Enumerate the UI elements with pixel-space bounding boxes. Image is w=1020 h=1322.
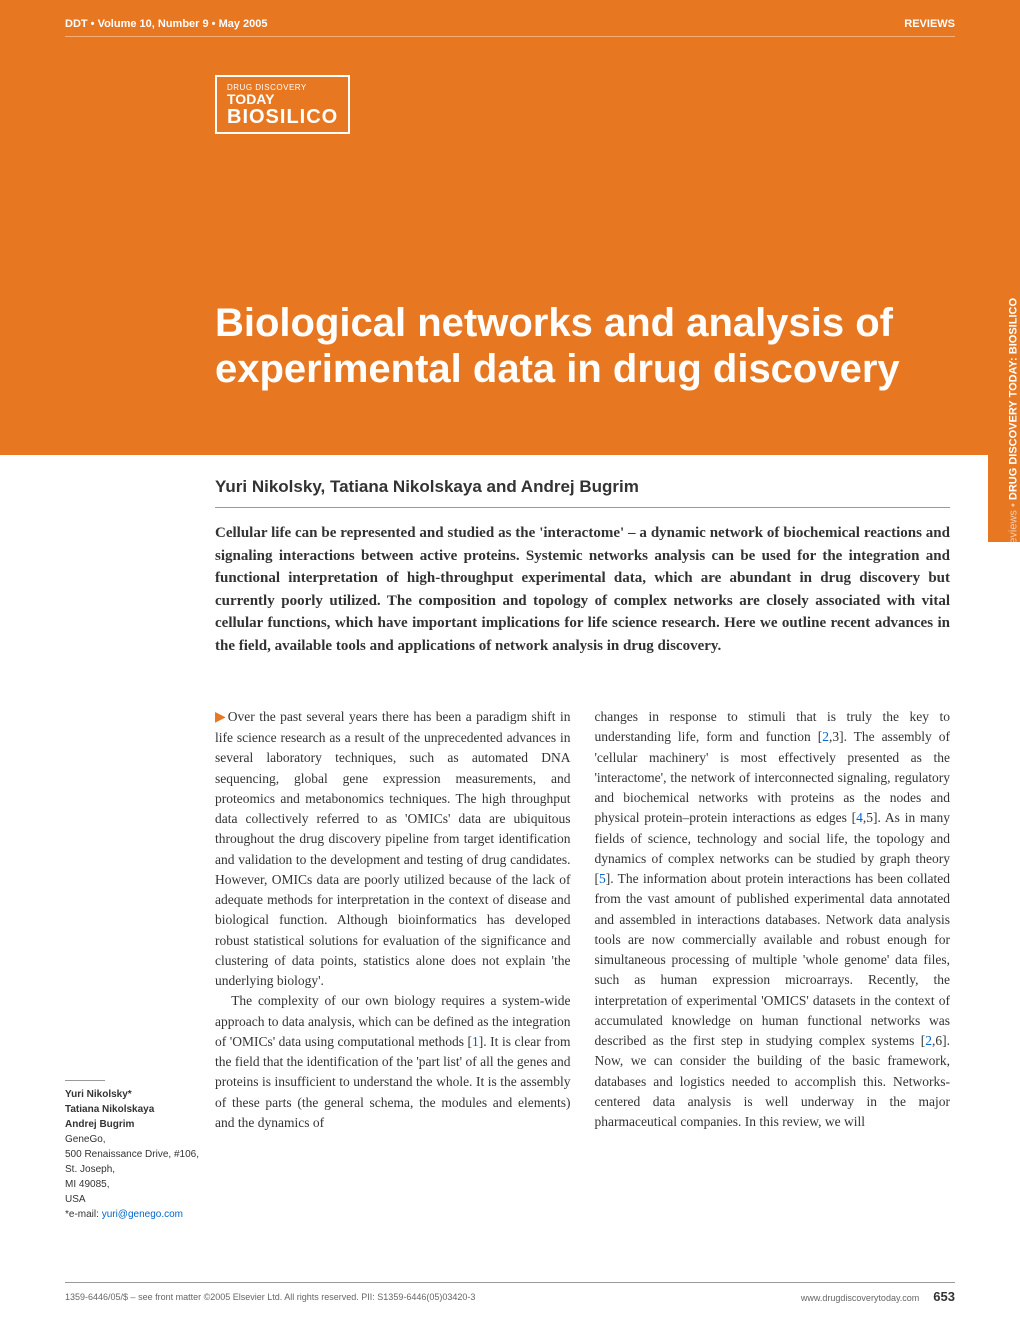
body-paragraph: ▶Over the past several years there has b… — [215, 707, 571, 991]
issue-reference: DDT • Volume 10, Number 9 • May 2005 — [65, 18, 268, 30]
article-title: Biological networks and analysis of expe… — [215, 300, 950, 392]
side-tab-text: Reviews • DRUG DISCOVERY TODAY: BIOSILIC… — [1008, 298, 1020, 552]
citation-link[interactable]: 2 — [822, 729, 829, 744]
top-rule — [65, 36, 955, 37]
author-address: USA — [65, 1192, 200, 1207]
author-org: GeneGo, — [65, 1132, 200, 1147]
body-columns: ▶Over the past several years there has b… — [215, 707, 950, 1133]
author-email-line: *e-mail: yuri@genego.com — [65, 1207, 200, 1222]
lead-marker-icon: ▶ — [215, 707, 226, 728]
author-name: Yuri Nikolsky* — [65, 1087, 200, 1102]
header-band: DDT • Volume 10, Number 9 • May 2005 REV… — [0, 0, 1020, 455]
authors-line: Yuri Nikolsky, Tatiana Nikolskaya and An… — [215, 477, 950, 508]
citation-link[interactable]: 1 — [472, 1034, 479, 1049]
body-paragraph: The complexity of our own biology requir… — [215, 991, 571, 1133]
page-number: 653 — [933, 1289, 955, 1304]
email-label: *e-mail: — [65, 1209, 102, 1220]
top-bar: DDT • Volume 10, Number 9 • May 2005 REV… — [0, 0, 1020, 30]
side-tab-bold: DRUG DISCOVERY TODAY: BIOSILICO — [1008, 298, 1020, 500]
footer-url: www.drugdiscoverytoday.com — [801, 1293, 919, 1303]
footer-right: www.drugdiscoverytoday.com 653 — [801, 1289, 955, 1304]
author-name: Tatiana Nikolskaya — [65, 1102, 200, 1117]
title-block: Biological networks and analysis of expe… — [215, 300, 950, 392]
author-info-block: Yuri Nikolsky* Tatiana Nikolskaya Andrej… — [65, 1080, 200, 1222]
author-address: St. Joseph, — [65, 1162, 200, 1177]
column-right: changes in response to stimuli that is t… — [595, 707, 951, 1133]
body-paragraph: changes in response to stimuli that is t… — [595, 707, 951, 1132]
body-text: Over the past several years there has be… — [215, 709, 571, 988]
logo-line-2: TODAY — [227, 92, 338, 106]
journal-logo: DRUG DISCOVERY TODAY BIOSILICO — [215, 75, 350, 134]
content-area: Yuri Nikolsky, Tatiana Nikolskaya and An… — [0, 477, 1020, 1133]
body-text: ]. The information about protein interac… — [595, 871, 951, 1048]
copyright-text: 1359-6446/05/$ – see front matter ©2005 … — [65, 1292, 475, 1302]
citation-link[interactable]: 4 — [856, 810, 863, 825]
abstract: Cellular life can be represented and stu… — [215, 522, 950, 657]
author-divider — [65, 1080, 105, 1081]
author-address: 500 Renaissance Drive, #106, — [65, 1147, 200, 1162]
author-email-link[interactable]: yuri@genego.com — [102, 1209, 183, 1220]
citation-link[interactable]: 2 — [925, 1033, 932, 1048]
section-label: REVIEWS — [904, 18, 955, 30]
page-footer: 1359-6446/05/$ – see front matter ©2005 … — [65, 1282, 955, 1304]
logo-line-3: BIOSILICO — [227, 106, 338, 128]
column-left: ▶Over the past several years there has b… — [215, 707, 571, 1133]
side-tab-light: Reviews • — [1008, 500, 1020, 552]
citation-link[interactable]: 5 — [599, 871, 606, 886]
author-address: MI 49085, — [65, 1177, 200, 1192]
author-name: Andrej Bugrim — [65, 1117, 200, 1132]
side-tab: Reviews • DRUG DISCOVERY TODAY: BIOSILIC… — [988, 42, 1020, 542]
